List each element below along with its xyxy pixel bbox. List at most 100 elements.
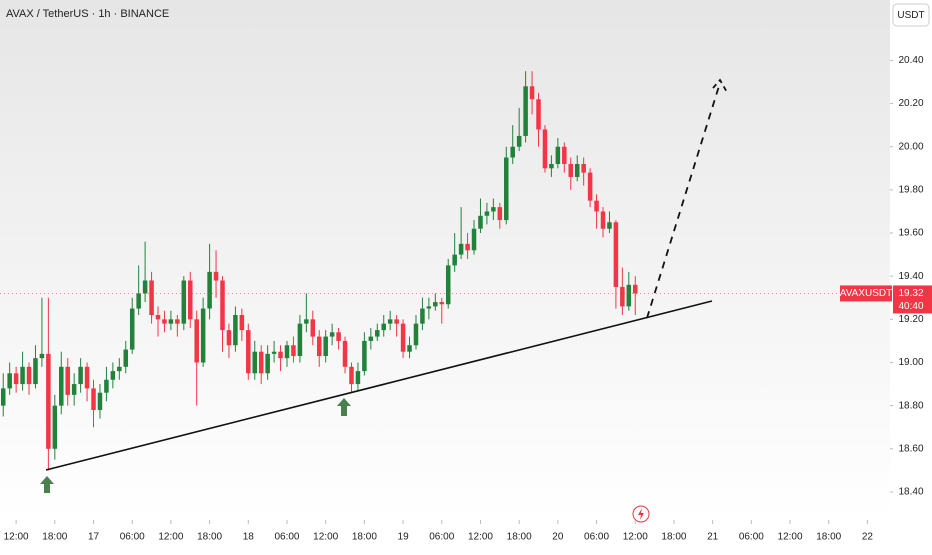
candle-body bbox=[33, 358, 38, 385]
x-tick-label: 22 bbox=[862, 532, 874, 543]
candle-body bbox=[278, 351, 283, 359]
candle-body bbox=[162, 319, 167, 324]
trend-line bbox=[45, 300, 713, 471]
candle-body bbox=[426, 306, 432, 309]
x-tick-label: 20 bbox=[552, 532, 564, 543]
candle-body bbox=[84, 366, 90, 389]
candle-body bbox=[71, 384, 77, 395]
chart-title: AVAX / TetherUS · 1h · BINANCE bbox=[6, 8, 169, 20]
event-icon[interactable] bbox=[632, 505, 650, 523]
candle-body bbox=[129, 308, 135, 350]
x-tick-label: 18:00 bbox=[507, 532, 532, 543]
candle-body bbox=[97, 392, 103, 410]
last-price: 19.32 bbox=[898, 288, 923, 299]
x-tick-label: 18:00 bbox=[816, 532, 841, 543]
y-tick-label: 20.40 bbox=[898, 55, 923, 66]
x-tick-label: 18:00 bbox=[352, 532, 377, 543]
y-tick-label: 18.60 bbox=[898, 443, 923, 454]
candle-body bbox=[607, 222, 612, 229]
x-tick-label: 06:00 bbox=[429, 532, 454, 543]
plot-background bbox=[0, 0, 890, 520]
candle-body bbox=[233, 315, 238, 346]
candle-body bbox=[220, 280, 225, 331]
x-tick-label: 06:00 bbox=[584, 532, 609, 543]
candle-body bbox=[420, 308, 425, 324]
candle-body bbox=[7, 373, 12, 389]
candle-body bbox=[362, 340, 367, 372]
candle-body bbox=[336, 332, 341, 341]
candle-body bbox=[26, 366, 32, 385]
candle-body bbox=[620, 286, 625, 307]
candle-body bbox=[213, 271, 219, 281]
candle-body bbox=[0, 388, 6, 406]
candle-body bbox=[452, 254, 457, 266]
price-axis-background bbox=[890, 0, 932, 550]
candle-body bbox=[484, 211, 490, 216]
candle-body bbox=[504, 157, 509, 221]
candle-body bbox=[187, 280, 193, 320]
candles bbox=[0, 71, 638, 471]
candle-body bbox=[110, 371, 116, 380]
candle-body bbox=[181, 280, 187, 324]
y-tick-label: 20.00 bbox=[898, 141, 923, 152]
x-tick-label: 18:00 bbox=[661, 532, 686, 543]
candle-body bbox=[433, 302, 438, 307]
candle-body bbox=[375, 330, 380, 337]
candle-body bbox=[117, 366, 122, 372]
candle-body bbox=[323, 336, 328, 357]
candle-body bbox=[368, 336, 374, 341]
candle-body bbox=[65, 366, 70, 395]
candle-body bbox=[329, 332, 335, 337]
candle-body bbox=[542, 129, 548, 169]
last-price-box bbox=[893, 285, 932, 314]
candle-body bbox=[523, 86, 528, 136]
currency-box[interactable] bbox=[892, 3, 930, 27]
y-tick-label: 18.40 bbox=[898, 487, 923, 498]
candle-body bbox=[355, 371, 361, 385]
candle-body bbox=[304, 319, 309, 324]
candle-body bbox=[536, 99, 541, 130]
candle-body bbox=[271, 351, 277, 354]
candle-body bbox=[136, 293, 141, 309]
candle-body bbox=[104, 379, 109, 393]
candle-body bbox=[394, 319, 399, 324]
y-tick-label: 19.80 bbox=[898, 185, 923, 196]
candle-body bbox=[445, 265, 451, 305]
candle-body bbox=[175, 319, 180, 324]
candle-body bbox=[581, 163, 586, 173]
candle-body bbox=[458, 243, 464, 255]
x-tick-label: 06:00 bbox=[120, 532, 145, 543]
x-tick-label: 06:00 bbox=[274, 532, 299, 543]
x-tick-label: 17 bbox=[88, 532, 100, 543]
candle-body bbox=[549, 163, 554, 169]
candle-body bbox=[381, 323, 386, 331]
x-tick-label: 19 bbox=[398, 532, 410, 543]
candle-body bbox=[594, 200, 599, 212]
x-tick-label: 12:00 bbox=[313, 532, 338, 543]
candle-body bbox=[46, 353, 51, 449]
candle-body bbox=[497, 207, 503, 221]
candle-body bbox=[510, 146, 515, 158]
countdown: 40:40 bbox=[898, 301, 923, 312]
candle-body bbox=[407, 345, 412, 352]
candle-body bbox=[200, 308, 206, 363]
up-arrow bbox=[40, 476, 54, 493]
candle-body bbox=[478, 215, 483, 229]
candle-body bbox=[316, 336, 322, 357]
candle-body bbox=[91, 388, 96, 410]
axes: 20.40 20.20 20.00 19.80 19.60 19.40 19.20 19.00… bbox=[0, 55, 932, 543]
y-tick-label: 18.80 bbox=[898, 400, 923, 411]
x-tick-label: 21 bbox=[707, 532, 719, 543]
x-tick-label: 12:00 bbox=[778, 532, 803, 543]
symbol-label-box bbox=[840, 285, 892, 302]
candle-body bbox=[574, 163, 580, 177]
candle-body bbox=[529, 86, 535, 100]
x-tick-label: 06:00 bbox=[739, 532, 764, 543]
candle-body bbox=[600, 211, 606, 229]
candle-body bbox=[284, 345, 290, 359]
candle-body bbox=[310, 319, 316, 337]
up-arrow bbox=[337, 398, 351, 416]
candle-body bbox=[349, 366, 354, 385]
candle-body bbox=[78, 366, 83, 385]
candle-body bbox=[568, 163, 574, 177]
